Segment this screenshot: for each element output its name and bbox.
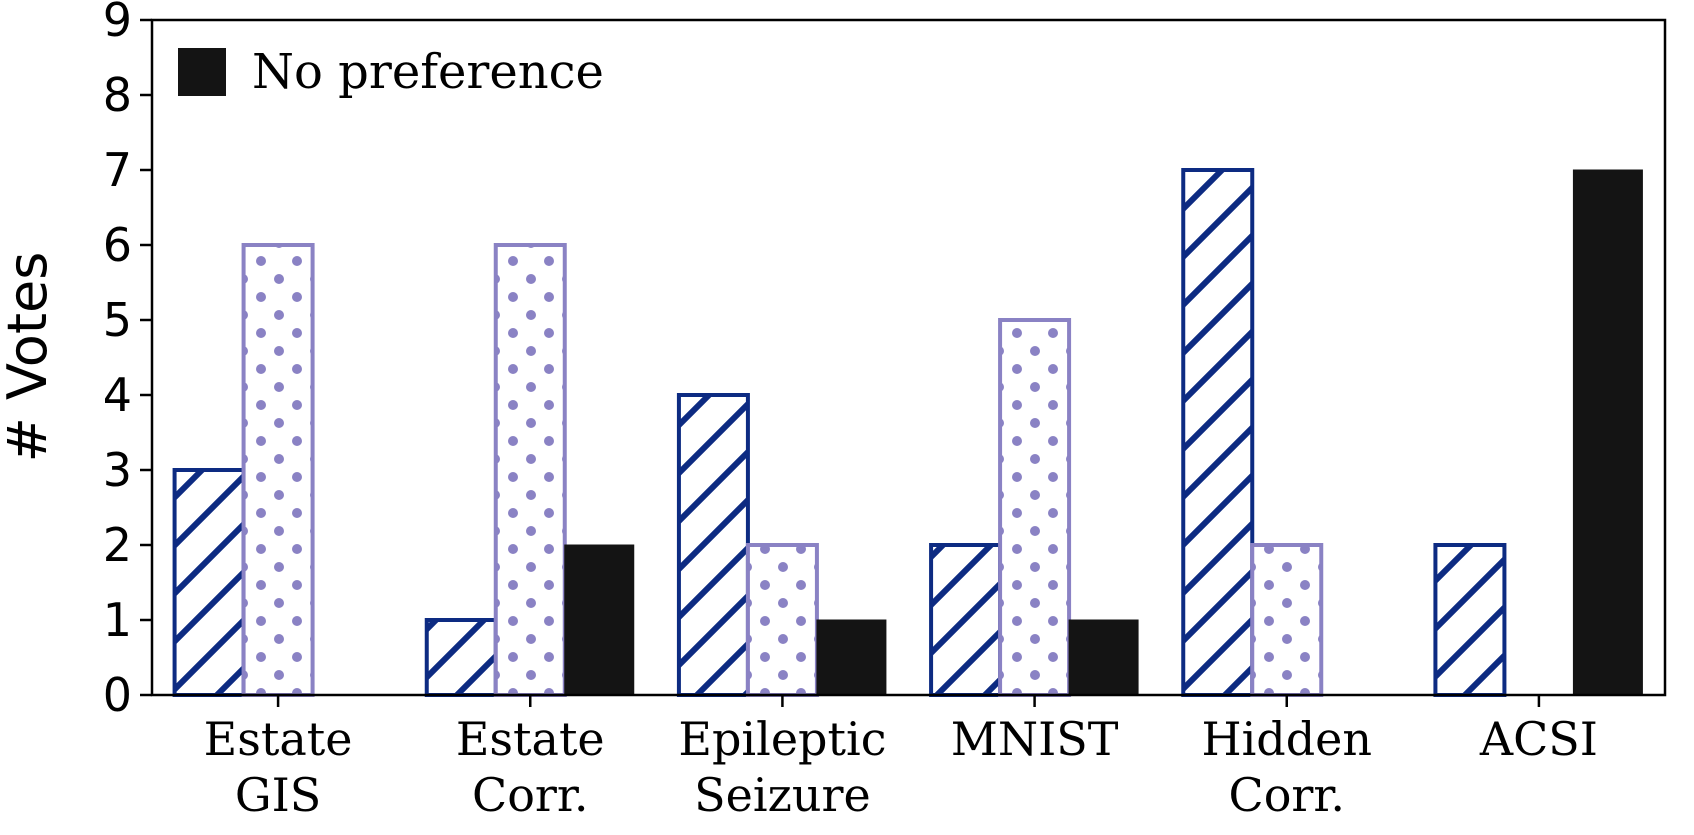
legend: No preference <box>178 44 604 100</box>
x-tick-label-1: Estate Corr. <box>456 712 605 822</box>
x-tick-label-0: Estate GIS <box>204 712 353 822</box>
y-axis-title: # Votes <box>0 252 59 463</box>
bar-solid-1 <box>564 544 635 696</box>
bar-hatch-0 <box>172 468 246 697</box>
y-tick-label-4: 4 <box>103 368 132 422</box>
bar-dots-4 <box>1250 543 1324 697</box>
bar-solid-3 <box>1068 619 1139 696</box>
y-tick-label-0: 0 <box>103 668 132 722</box>
y-tick-label-9: 9 <box>103 0 132 47</box>
y-tick-label-3: 3 <box>103 443 132 497</box>
bar-hatch-4 <box>1181 168 1255 697</box>
y-tick-label-8: 8 <box>103 68 132 122</box>
y-tick-label-6: 6 <box>103 218 132 272</box>
bar-solid-2 <box>816 619 887 696</box>
y-tick-label-7: 7 <box>103 143 132 197</box>
bar-hatch-5 <box>1433 543 1507 697</box>
bar-hatch-1 <box>424 618 498 697</box>
bar-solid-5 <box>1572 169 1643 696</box>
x-tick-label-3: MNIST <box>951 712 1119 766</box>
x-tick-label-5: ACSI <box>1479 712 1598 766</box>
y-tick-label-2: 2 <box>103 518 132 572</box>
y-tick-label-1: 1 <box>103 593 132 647</box>
legend-swatch-no-preference <box>178 48 226 96</box>
bar-hatch-3 <box>929 543 1003 697</box>
y-tick-label-5: 5 <box>103 293 132 347</box>
plot-frame <box>150 18 1667 697</box>
bar-dots-2 <box>745 543 819 697</box>
bar-hatch-2 <box>676 393 750 697</box>
bar-dots-1 <box>493 243 567 697</box>
bar-dots-3 <box>998 318 1072 697</box>
bar-dots-0 <box>241 243 315 697</box>
x-tick-label-4: Hidden Corr. <box>1201 712 1372 822</box>
legend-label-no-preference: No preference <box>252 44 604 100</box>
x-tick-label-2: Epileptic Seizure <box>678 712 886 822</box>
